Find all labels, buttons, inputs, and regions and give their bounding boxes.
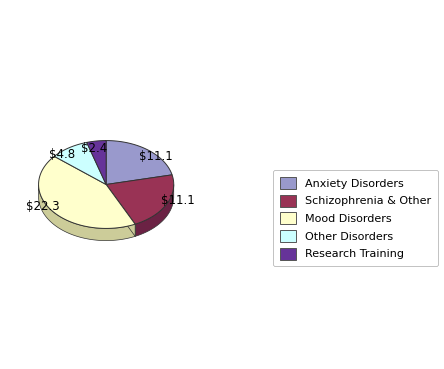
Text: $4.8: $4.8 [49,148,75,161]
Polygon shape [106,141,172,184]
Polygon shape [106,175,174,224]
Text: $2.4: $2.4 [81,142,108,155]
Polygon shape [39,185,135,241]
Polygon shape [87,141,106,184]
Polygon shape [39,156,135,228]
Polygon shape [135,184,174,237]
Text: $11.1: $11.1 [139,150,173,163]
Legend: Anxiety Disorders, Schizophrenia & Other, Mood Disorders, Other Disorders, Resea: Anxiety Disorders, Schizophrenia & Other… [273,170,438,266]
Polygon shape [106,184,135,237]
Text: $22.3: $22.3 [26,200,60,213]
Text: $11.1: $11.1 [161,194,195,207]
Polygon shape [106,184,135,237]
Polygon shape [54,142,106,184]
